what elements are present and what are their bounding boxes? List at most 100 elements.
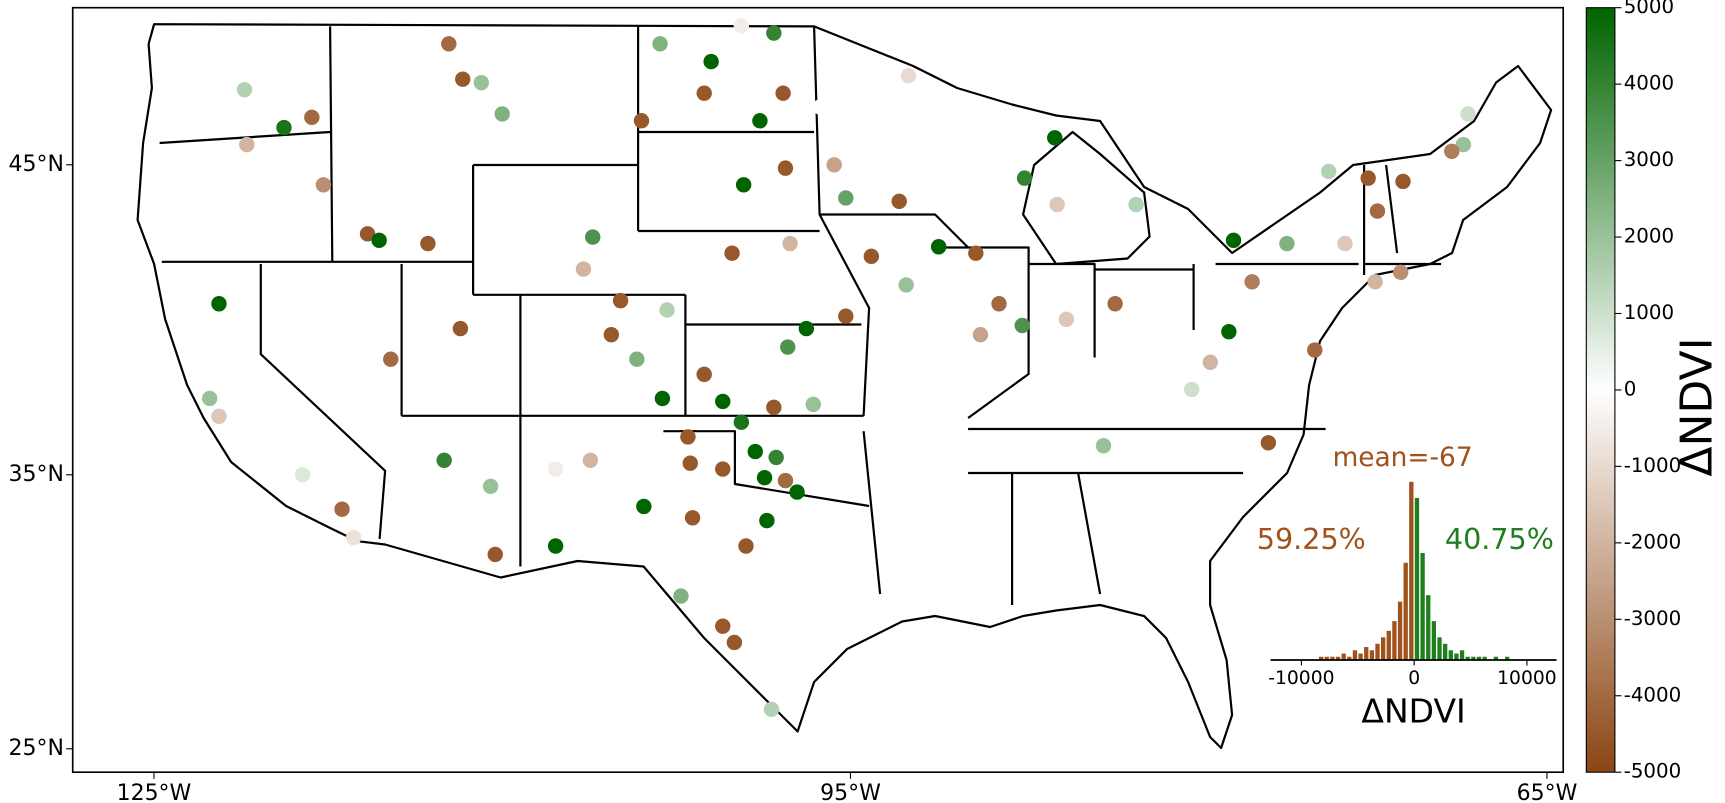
site-point <box>436 452 452 469</box>
site-point <box>715 618 731 634</box>
site-point <box>900 67 917 84</box>
site-point <box>805 396 822 413</box>
colorbar-tick-label: -1000 <box>1624 454 1682 477</box>
site-point <box>766 399 782 416</box>
site-point <box>582 452 599 469</box>
histogram-annotation: mean=-67 <box>1333 442 1473 473</box>
histogram-bar <box>1369 650 1375 660</box>
site-point <box>1244 274 1260 290</box>
site-point <box>747 443 763 460</box>
histogram-bar <box>1505 656 1510 660</box>
histogram-bar <box>1324 656 1329 660</box>
histogram-bar <box>1454 653 1459 660</box>
map-frame <box>71 6 1565 774</box>
site-point <box>1460 106 1476 122</box>
site-point <box>724 245 740 261</box>
histogram-annotation: 59.25% <box>1257 522 1366 556</box>
site-point <box>315 177 332 193</box>
x-tick-label: 95°W <box>820 781 881 803</box>
site-point <box>636 498 652 515</box>
site-point <box>775 85 791 101</box>
x-tick-label: 125°W <box>117 781 192 803</box>
site-point <box>768 449 784 466</box>
histogram-bar <box>1476 656 1482 660</box>
histogram-bar <box>1442 643 1448 660</box>
site-point <box>759 512 775 529</box>
colorbar-label: ΔNDVI <box>1672 337 1723 476</box>
site-point <box>777 472 794 489</box>
histogram-bar <box>1448 650 1453 660</box>
site-point <box>863 248 880 265</box>
histogram-bar <box>1352 650 1358 660</box>
site-point <box>777 160 794 176</box>
site-point <box>766 25 782 41</box>
y-tick-label: 25°N <box>8 736 63 761</box>
y-tick-label: 35°N <box>8 462 63 487</box>
site-point <box>1058 311 1075 327</box>
site-point <box>1014 317 1030 334</box>
site-point <box>633 113 650 129</box>
colorbar-tick-label: 2000 <box>1624 225 1674 248</box>
site-point <box>603 327 620 343</box>
site-point <box>236 81 253 98</box>
site-point <box>473 74 490 91</box>
site-point <box>304 109 320 126</box>
histogram-bar <box>1386 630 1391 660</box>
site-point <box>756 469 773 486</box>
site-point <box>733 414 750 430</box>
histogram-bar <box>1431 621 1437 660</box>
site-point <box>654 390 671 407</box>
site-point <box>1107 296 1123 312</box>
site-point <box>1202 354 1219 370</box>
site-point <box>930 239 947 255</box>
site-point <box>812 99 828 115</box>
site-point <box>1321 163 1337 180</box>
colorbar-tick-label: 4000 <box>1624 72 1674 95</box>
site-point <box>345 529 362 546</box>
site-point <box>780 339 796 355</box>
site-point <box>968 245 984 261</box>
site-point <box>276 119 292 136</box>
site-point <box>420 235 436 252</box>
site-point <box>239 136 255 153</box>
histogram-bar <box>1330 656 1335 660</box>
site-point <box>763 701 780 718</box>
site-point <box>1095 438 1112 454</box>
histogram-x-tick-label: 10000 <box>1497 668 1556 689</box>
site-point <box>455 71 471 87</box>
histogram-bar <box>1335 656 1341 660</box>
site-point <box>1047 130 1063 146</box>
histogram-bar <box>1380 637 1386 660</box>
site-point <box>1260 435 1277 451</box>
x-tick-label: 65°W <box>1517 781 1578 803</box>
colorbar-tick-label: 3000 <box>1624 148 1674 171</box>
site-point <box>826 157 842 173</box>
site-point <box>1367 274 1383 290</box>
site-point <box>1049 196 1065 213</box>
site-point <box>1455 136 1472 153</box>
site-point <box>703 53 719 70</box>
histogram-bar <box>1414 497 1420 660</box>
site-point <box>726 634 743 651</box>
site-point <box>575 261 592 277</box>
site-point <box>680 429 696 445</box>
site-point <box>294 467 311 483</box>
histogram-bar <box>1409 481 1414 660</box>
site-point <box>891 193 907 209</box>
site-point <box>201 390 218 407</box>
site-point <box>789 484 805 500</box>
site-point <box>735 177 752 193</box>
site-point <box>383 351 399 367</box>
site-point <box>738 538 754 554</box>
histogram-bar <box>1493 656 1499 660</box>
site-point <box>1395 173 1411 190</box>
site-point <box>838 308 854 324</box>
site-point <box>1337 235 1353 252</box>
site-point <box>211 408 227 424</box>
site-point <box>547 538 564 554</box>
site-point <box>334 501 350 517</box>
site-point <box>211 296 227 312</box>
site-point <box>612 292 629 309</box>
site-point <box>1360 170 1376 186</box>
site-point <box>659 302 675 318</box>
